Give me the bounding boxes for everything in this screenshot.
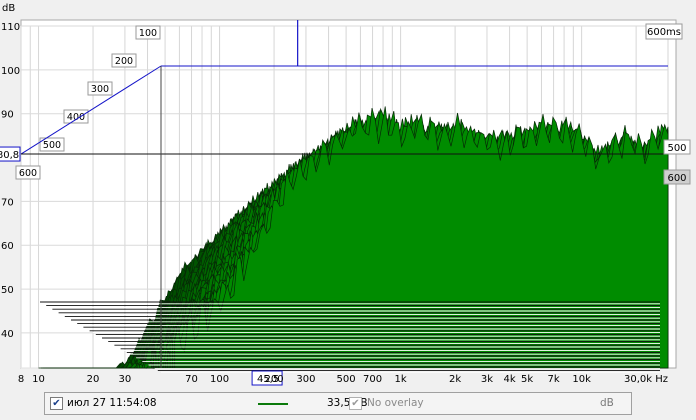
right-slice-tag: 600	[663, 169, 691, 185]
overlay-checkbox[interactable]: ✔	[349, 397, 362, 410]
x-tick-label: 70	[185, 374, 198, 385]
time-max-label: 600ms	[645, 23, 683, 40]
x-tick-label: 30,0k Hz	[624, 374, 668, 385]
x-tick-label: 4k	[504, 374, 516, 385]
trace-color-swatch[interactable]	[258, 403, 288, 405]
legend-unit: dB	[600, 397, 614, 409]
time-tick-text: 500	[43, 140, 61, 151]
time-tick-label: 600	[15, 165, 41, 180]
right-slice-text: 600	[667, 173, 686, 184]
waterfall-slice	[174, 106, 669, 369]
x-tick-label: 30	[119, 374, 132, 385]
overlay-label: No overlay	[367, 397, 424, 409]
time-tick-text: 200	[115, 56, 133, 67]
cursor-depth-line	[20, 65, 162, 155]
x-tick-label: 5k	[521, 374, 533, 385]
right-slice-box	[663, 169, 691, 185]
time-max-box	[645, 23, 683, 40]
x-tick-label: 10	[32, 374, 45, 385]
time-tick-text: 100	[139, 28, 157, 39]
y-tick-label: 100	[1, 66, 20, 77]
time-tick-label: 100	[135, 25, 161, 40]
time-tick-box	[111, 53, 137, 68]
time-tick-text: 400	[67, 112, 85, 123]
y-tick-label: 50	[1, 285, 14, 296]
trace-visible-checkbox[interactable]: ✔	[50, 397, 63, 410]
time-tick-label: 300	[87, 81, 113, 96]
y-tick-label: 60	[1, 241, 14, 252]
y-cursor-label: 80,8	[0, 146, 21, 162]
time-tick-box	[15, 165, 41, 180]
x-tick-label: 10k	[572, 374, 591, 385]
x-tick-label: 500	[337, 374, 356, 385]
waterfall-chart[interactable]: 100 200 300 400 500 600 110 100 90 80,8 70 60 50 40 dB…	[0, 0, 696, 390]
right-slice-tag: 500	[663, 139, 691, 155]
trace-date-label: июл 27 11:54:08	[67, 397, 157, 409]
x-cursor-box	[251, 370, 283, 386]
y-tick-label: 70	[1, 197, 14, 208]
time-tick-box	[135, 25, 161, 40]
x-tick-label: 3k	[481, 374, 493, 385]
x-cursor-label: 45,5	[251, 370, 283, 386]
time-max-text: 600ms	[647, 27, 681, 38]
x-tick-label: 1k	[395, 374, 407, 385]
waterfall-plot[interactable]: 100 200 300 400 500 600 110 100 90 80,8 70 60 50 40 dB…	[0, 0, 696, 390]
x-tick-label: 100	[210, 374, 229, 385]
x-tick-label: 300	[296, 374, 315, 385]
y-cursor-box	[0, 146, 21, 162]
x-tick-label: 7k	[548, 374, 560, 385]
y-tick-label: 40	[1, 329, 14, 340]
x-tick-label: 20	[87, 374, 100, 385]
right-slice-text: 500	[667, 143, 686, 154]
x-tick-label: 200	[265, 374, 284, 385]
time-tick-box	[63, 109, 89, 124]
legend-bar: ✔ июл 27 11:54:08 33,5 dB ✔ No overlay d…	[0, 390, 696, 420]
y-tick-label: 110	[1, 22, 20, 33]
x-tick-label: 700	[363, 374, 382, 385]
x-tick-label: 8	[18, 374, 24, 385]
time-tick-text: 300	[91, 84, 109, 95]
y-tick-label: 90	[1, 110, 14, 121]
right-slice-box	[663, 139, 691, 155]
time-tick-text: 600	[19, 168, 37, 179]
x-cursor-text: 45,5	[257, 374, 279, 385]
y-axis-unit: dB	[2, 3, 15, 14]
time-tick-label: 500	[39, 137, 65, 152]
y-cursor-text: 80,8	[0, 150, 19, 161]
time-tick-label: 200	[111, 53, 137, 68]
time-tick-box	[87, 81, 113, 96]
x-tick-label: 2k	[449, 374, 461, 385]
time-tick-box	[39, 137, 65, 152]
legend-row[interactable]: ✔ июл 27 11:54:08 33,5 dB ✔ No overlay d…	[44, 392, 632, 415]
time-tick-label: 400	[63, 109, 89, 124]
